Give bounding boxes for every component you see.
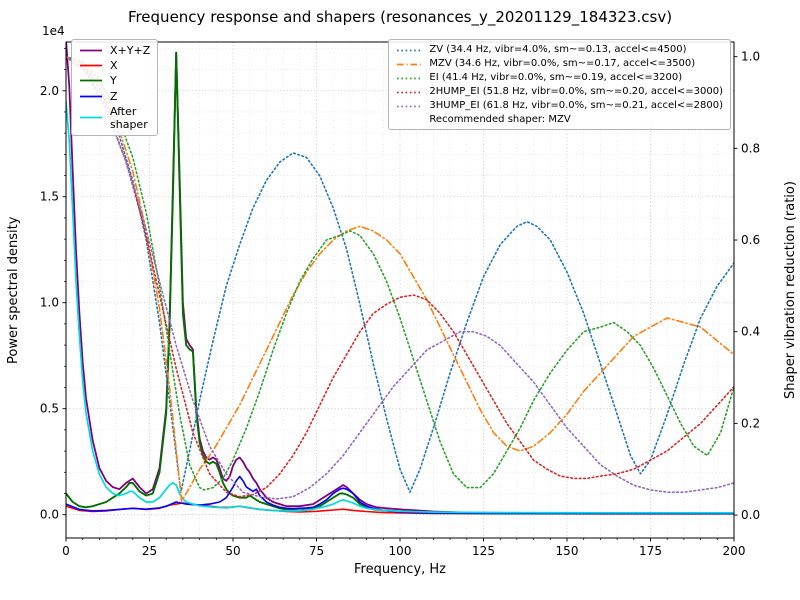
y-left-tick-label: 0.0 <box>40 508 59 522</box>
y-right-tick-label: 0.0 <box>741 508 760 522</box>
legend-item-y: Y <box>79 74 150 87</box>
legend-swatch-x <box>80 64 102 67</box>
legend-swatch-zv <box>397 49 422 51</box>
series-line-3hump-ei <box>66 55 734 500</box>
y-left-tick-label: 0.5 <box>40 402 59 416</box>
series-line-ei <box>66 55 734 491</box>
legend-swatch-y <box>80 80 102 82</box>
legend-label-y: Y <box>110 74 117 88</box>
legend-item-2hump-ei: 2HUMP_EI (51.8 Hz, vibr=0.0%, sm~=0.20, … <box>396 86 723 98</box>
legend-swatch-after-shaper <box>80 117 102 119</box>
legend-item-x-y-z: X+Y+Z <box>79 44 150 57</box>
x-tick-label: 125 <box>472 544 495 558</box>
x-tick-label: 50 <box>225 544 240 558</box>
x-tick-label: 100 <box>389 544 412 558</box>
legend-item-3hump-ei: 3HUMP_EI (61.8 Hz, vibr=0.0%, sm~=0.21, … <box>396 100 723 112</box>
legend-label-x: X <box>110 59 118 73</box>
legend-label-after-shaper: After shaper <box>110 104 148 131</box>
right-axis-label: Shaper vibration reduction (ratio) <box>783 181 798 399</box>
series-line-after-shaper <box>66 100 734 514</box>
legend-item-after-shaper: After shaper <box>79 105 150 131</box>
chart-title: Frequency response and shapers (resonanc… <box>127 8 673 26</box>
legend-item-x: X <box>79 59 150 72</box>
y-axis-offset-text: 1e4 <box>42 24 65 38</box>
legend-note: Recommended shaper: MZV <box>429 114 571 125</box>
y-left-tick-label: 2.0 <box>40 84 59 98</box>
series-group <box>66 42 734 515</box>
x-tick-label: 200 <box>723 544 746 558</box>
x-tick-label: 175 <box>639 544 662 558</box>
legend-label-ei: EI (41.4 Hz, vibr=0.0%, sm~=0.19, accel<… <box>429 72 683 83</box>
y-right-tick-label: 0.6 <box>741 233 760 247</box>
y-right-tick-label: 0.4 <box>741 325 760 339</box>
legend-item-mzv: MZV (34.6 Hz, vibr=0.0%, sm~=0.17, accel… <box>396 58 723 70</box>
x-tick-label: 25 <box>142 544 157 558</box>
x-tick-label: 150 <box>556 544 579 558</box>
legend-label-2hump-ei: 2HUMP_EI (51.8 Hz, vibr=0.0%, sm~=0.20, … <box>429 86 723 97</box>
psd-legend: X+Y+Z X Y Z After shaper <box>71 39 159 137</box>
legend-swatch-x-y-z <box>80 49 102 52</box>
legend-item-z: Z <box>79 90 150 103</box>
x-tick-label: 0 <box>62 544 70 558</box>
legend-label-x-y-z: X+Y+Z <box>110 44 151 57</box>
series-line-y <box>66 51 734 515</box>
legend-swatch-2hump-ei <box>397 91 422 93</box>
series-line-x-y-z <box>66 42 734 515</box>
y-right-tick-label: 0.2 <box>741 416 760 430</box>
legend-item-ei: EI (41.4 Hz, vibr=0.0%, sm~=0.19, accel<… <box>396 72 723 84</box>
legend-swatch-mzv <box>397 63 422 65</box>
series-line-z <box>66 475 734 515</box>
y-left-tick-label: 1.0 <box>40 296 59 310</box>
x-tick-label: 75 <box>309 544 324 558</box>
y-right-tick-label: 0.8 <box>741 141 760 155</box>
y-left-tick-label: 1.5 <box>40 190 59 204</box>
legend-label-z: Z <box>110 89 118 103</box>
legend-label-3hump-ei: 3HUMP_EI (61.8 Hz, vibr=0.0%, sm~=0.21, … <box>429 100 723 111</box>
legend-item-zv: ZV (34.4 Hz, vibr=4.0%, sm~=0.13, accel<… <box>396 44 723 56</box>
y-right-tick-label: 1.0 <box>741 50 760 64</box>
series-line-2hump-ei <box>66 55 734 498</box>
left-axis-label: Power spectral density <box>6 216 21 364</box>
legend-swatch-3hump-ei <box>397 105 422 107</box>
legend-label-mzv: MZV (34.6 Hz, vibr=0.0%, sm~=0.17, accel… <box>429 58 696 69</box>
legend-swatch-ei <box>397 77 422 79</box>
shaper-legend: ZV (34.4 Hz, vibr=4.0%, sm~=0.13, accel<… <box>388 39 731 130</box>
legend-swatch-z <box>80 95 102 98</box>
x-axis-label: Frequency, Hz <box>353 562 447 577</box>
series-line-mzv <box>66 55 734 503</box>
legend-label-zv: ZV (34.4 Hz, vibr=4.0%, sm~=0.13, accel<… <box>429 44 687 55</box>
